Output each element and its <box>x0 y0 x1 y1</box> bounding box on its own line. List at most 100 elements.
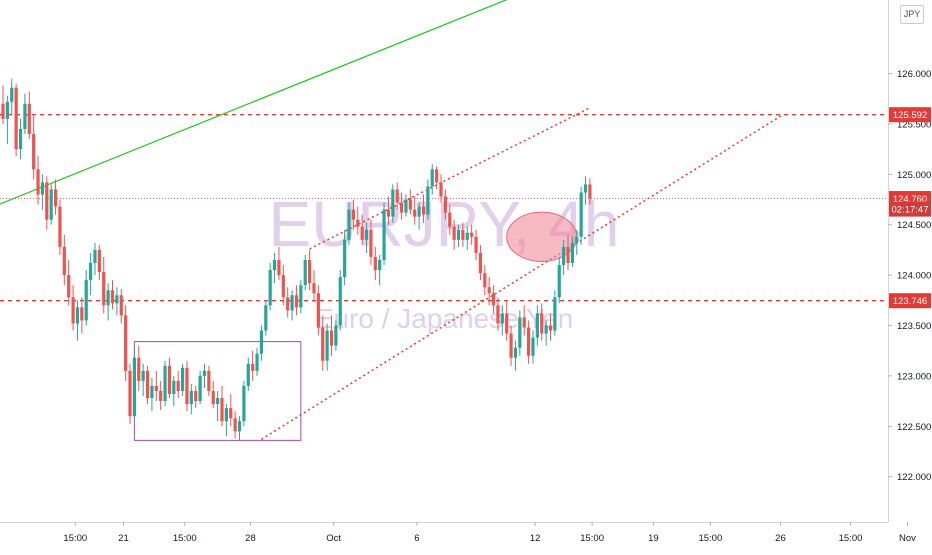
candle <box>14 83 18 157</box>
candle <box>351 199 355 230</box>
candle <box>259 325 264 361</box>
candle <box>290 290 294 321</box>
candle-body <box>145 370 150 399</box>
candle-body <box>71 297 75 324</box>
candle-body <box>487 287 491 294</box>
candle <box>386 196 391 225</box>
candle-body <box>509 333 513 358</box>
candle-body <box>351 209 355 220</box>
candle <box>500 305 504 336</box>
candle <box>395 182 399 210</box>
time-tick-label: Oct <box>326 533 341 544</box>
candle <box>224 404 228 437</box>
candle <box>115 287 119 316</box>
candle-body <box>67 275 71 298</box>
candle-body <box>137 357 141 381</box>
price-axis[interactable]: 126.000 125.500 125.000 124.500 124.000 123.5… <box>888 0 931 522</box>
time-tick-label: 12 <box>530 533 541 544</box>
highlight-ellipse[interactable] <box>506 211 578 263</box>
candle-body <box>369 229 373 257</box>
candle-body <box>557 265 561 298</box>
price-tick-label: 125.000 <box>897 170 931 181</box>
time-tick-label: 15:00 <box>698 533 722 544</box>
candle-body <box>124 315 128 371</box>
candle-body <box>531 337 535 356</box>
candles <box>1 78 592 441</box>
candle <box>347 202 351 245</box>
candle <box>343 229 347 286</box>
candle-body <box>329 330 334 346</box>
candle-body <box>194 390 198 402</box>
candle-body <box>299 285 303 308</box>
candle-body <box>18 128 23 150</box>
candle <box>391 184 395 223</box>
candle-body <box>312 283 316 294</box>
time-axis[interactable]: 15:00 21 15:00 28 Oct 6 12 15:00 19 15:00 26 15:00 N… <box>0 522 932 544</box>
candle <box>62 234 66 286</box>
candle <box>45 176 49 230</box>
candle-body <box>246 363 250 386</box>
candle <box>426 179 430 220</box>
currency-badge[interactable]: JPY <box>900 5 924 24</box>
candle <box>150 377 154 412</box>
candle-body <box>102 272 106 306</box>
candle <box>277 246 281 281</box>
candle-body <box>562 246 566 266</box>
candle <box>18 118 23 160</box>
candle <box>478 244 483 281</box>
candle <box>535 305 539 346</box>
candle <box>67 259 71 306</box>
candle-body <box>540 313 544 334</box>
candle-body <box>176 380 180 391</box>
candle-body <box>456 229 461 240</box>
watermark-description: Euro / Japanese Yen <box>315 303 573 334</box>
candle-body <box>575 236 579 243</box>
candle <box>373 246 377 281</box>
candle-body <box>308 259 312 284</box>
candle <box>430 164 434 195</box>
candle-body <box>513 347 518 358</box>
candle-body <box>14 87 18 150</box>
candle <box>255 347 259 376</box>
candle <box>408 189 412 215</box>
price-tick-label: 123.500 <box>897 321 931 332</box>
channel-upper-line[interactable] <box>309 107 591 250</box>
candle <box>75 300 80 341</box>
candle <box>49 184 53 225</box>
candle <box>119 289 123 324</box>
candle-body <box>286 297 290 311</box>
candle-body <box>115 295 119 304</box>
trend-line[interactable] <box>0 0 513 205</box>
candle-body <box>399 202 404 213</box>
channel-lower-line[interactable] <box>261 114 784 441</box>
candle-body <box>110 290 115 304</box>
candle <box>145 365 150 405</box>
candle <box>268 263 272 311</box>
candle <box>570 236 574 268</box>
candle-body <box>93 249 97 264</box>
candle-body <box>154 385 158 391</box>
candle <box>303 254 307 291</box>
candle <box>97 244 101 281</box>
candle <box>356 206 360 235</box>
candle <box>198 370 202 405</box>
candle-body <box>522 317 526 328</box>
candle <box>544 320 548 346</box>
price-label-level: 125.592 <box>893 110 927 121</box>
candle <box>102 256 106 314</box>
candle-body <box>527 327 531 356</box>
candle <box>566 234 570 271</box>
price-tick-label: 124.000 <box>897 271 931 282</box>
candle-body <box>211 390 215 405</box>
candle <box>513 340 518 371</box>
candle-body <box>443 196 447 213</box>
candle-body <box>290 295 294 311</box>
candle-body <box>294 295 299 308</box>
candle-body <box>452 226 456 240</box>
candle <box>474 229 478 260</box>
candle <box>132 350 136 422</box>
candle-body <box>119 295 123 316</box>
candle-body <box>435 169 439 183</box>
